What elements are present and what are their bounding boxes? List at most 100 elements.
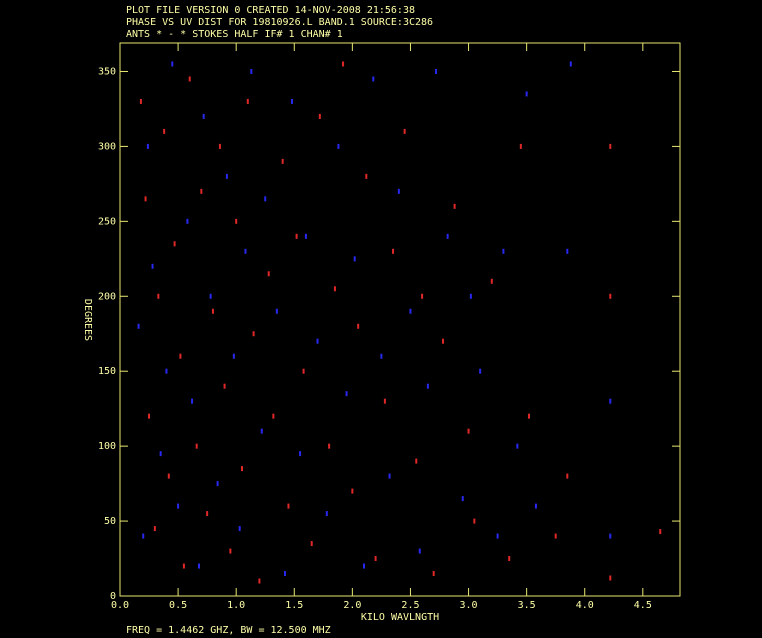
point	[609, 533, 612, 539]
point	[186, 218, 189, 224]
point	[216, 481, 219, 487]
point	[362, 563, 365, 569]
point	[316, 338, 319, 344]
plot-frame	[119, 42, 681, 597]
point	[144, 196, 147, 202]
point	[275, 308, 278, 314]
point	[188, 76, 191, 82]
x-axis-label: KILO WAVLNGTH	[361, 612, 439, 623]
point	[159, 451, 162, 457]
point	[258, 578, 261, 584]
point	[299, 451, 302, 457]
point	[508, 556, 511, 562]
point	[365, 173, 368, 179]
point	[202, 113, 205, 119]
point	[566, 473, 569, 479]
point	[525, 91, 528, 97]
point	[163, 128, 166, 134]
point	[157, 293, 160, 299]
point	[146, 143, 149, 149]
x-tick-label: 1.0	[227, 600, 245, 611]
point	[337, 143, 340, 149]
point	[519, 143, 522, 149]
x-tick-label: 2.5	[401, 600, 419, 611]
y-tick-label: 200	[98, 291, 116, 302]
point	[173, 241, 176, 247]
point	[177, 503, 180, 509]
point	[527, 413, 530, 419]
point	[351, 488, 354, 494]
x-tick-label: 3.0	[460, 600, 478, 611]
point	[179, 353, 182, 359]
point	[304, 233, 307, 239]
point	[235, 218, 238, 224]
y-tick-label: 0	[110, 591, 116, 602]
point	[342, 61, 345, 67]
point	[240, 466, 243, 472]
point	[211, 308, 214, 314]
point	[333, 286, 336, 292]
point	[209, 293, 212, 299]
footer: FREQ = 1.4462 GHZ, BW = 12.500 MHZ	[126, 625, 331, 636]
header-line: ANTS * - * STOKES HALF IF# 1 CHAN# 1	[126, 29, 343, 40]
point	[137, 323, 140, 329]
point	[310, 541, 313, 547]
header-line: PLOT FILE VERSION 0 CREATED 14-NOV-2008 …	[126, 5, 415, 16]
point	[244, 248, 247, 254]
point	[397, 188, 400, 194]
point	[418, 548, 421, 554]
point	[441, 338, 444, 344]
point	[421, 293, 424, 299]
point	[534, 503, 537, 509]
point	[490, 278, 493, 284]
x-tick-label: 3.5	[518, 600, 536, 611]
point	[380, 353, 383, 359]
y-tick-label: 150	[98, 366, 116, 377]
x-tick-label: 4.5	[634, 600, 652, 611]
y-tick-label: 250	[98, 216, 116, 227]
point	[200, 188, 203, 194]
point	[325, 511, 328, 517]
point	[461, 496, 464, 502]
point	[229, 548, 232, 554]
point	[473, 518, 476, 524]
y-axis-label: DEGREES	[82, 299, 93, 341]
point	[238, 526, 241, 532]
y-tick-label: 300	[98, 141, 116, 152]
x-tick-label: 2.0	[343, 600, 361, 611]
point	[435, 68, 438, 74]
point	[272, 413, 275, 419]
point	[139, 98, 142, 104]
point	[496, 533, 499, 539]
point	[198, 563, 201, 569]
point	[409, 308, 412, 314]
point	[374, 556, 377, 562]
point	[516, 443, 519, 449]
point	[260, 428, 263, 434]
point	[250, 68, 253, 74]
point	[267, 271, 270, 277]
point	[609, 293, 612, 299]
point	[195, 443, 198, 449]
point	[206, 511, 209, 517]
point	[353, 256, 356, 262]
point	[569, 61, 572, 67]
point	[264, 196, 267, 202]
x-tick-label: 1.5	[285, 600, 303, 611]
point	[246, 98, 249, 104]
point	[153, 526, 156, 532]
point	[426, 383, 429, 389]
point	[223, 383, 226, 389]
point	[232, 353, 235, 359]
point	[148, 413, 151, 419]
x-tick-label: 0.5	[169, 600, 187, 611]
y-tick-label: 100	[98, 441, 116, 452]
point	[345, 391, 348, 397]
point	[659, 529, 662, 535]
point	[566, 248, 569, 254]
point	[151, 263, 154, 269]
x-tick-label: 0.0	[111, 600, 129, 611]
point	[357, 323, 360, 329]
point	[287, 503, 290, 509]
header-line: PHASE VS UV DIST FOR 19810926.L BAND.1 S…	[126, 17, 433, 28]
